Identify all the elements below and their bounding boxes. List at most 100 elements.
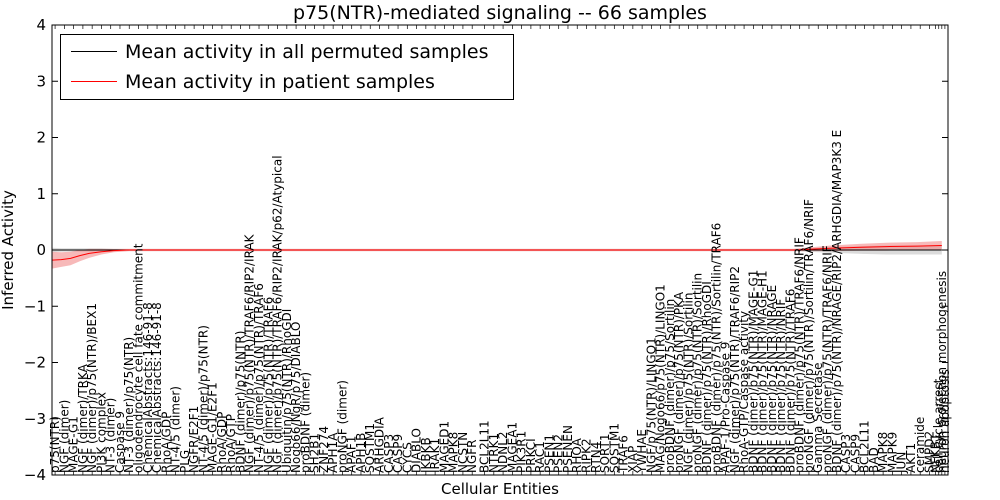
entity-label: CYCS — [400, 442, 414, 473]
entity-label: SQSTM1 — [607, 423, 621, 473]
entity-label: proNGF (dimer)/p75(NTR)/TRAF6/NRIF — [821, 245, 835, 473]
series-lines — [51, 245, 942, 261]
legend-item-permuted: Mean activity in all permuted samples — [61, 39, 513, 65]
y-axis-label: Inferred Activity — [0, 190, 17, 310]
legend-swatch-permuted — [71, 51, 117, 52]
entity-label: ARHGDIA — [373, 416, 387, 473]
entity-label: IRAK1 — [428, 438, 442, 473]
entity-label: PSEN1 — [542, 434, 556, 473]
entity-label: PIK3R1 — [515, 431, 529, 473]
line-patient — [51, 245, 942, 261]
entity-label: NGF/p75(NTR)/LINGO1 — [644, 337, 658, 473]
entity-label: proBDNF (dimer)/p75(NTR)/TRAF6/NRIF — [793, 237, 807, 473]
entity-label: neuron projection morphogenesis — [935, 271, 949, 473]
entity-label: JUN — [895, 452, 909, 474]
entity-label: APH1A — [326, 432, 340, 473]
entity-label: Nogo66/NgR/p75/DIABLO — [289, 322, 303, 473]
entity-label: APAF1 — [345, 436, 359, 473]
entity-label: MAGE-G1 — [67, 416, 81, 473]
entity-label: PLG — [178, 450, 192, 473]
entity-label: BDNF (dimer)/p75(NTR)/TRAF6 — [783, 289, 797, 473]
entity-label: BDNF (dimer)/p75(NTR)/NRAGE/RIP2/ARHGDIA… — [830, 130, 844, 473]
entity-label: PI3K complex — [94, 392, 108, 473]
entity-label: PRKCI — [524, 438, 538, 473]
entity-label: MAGEA1 — [505, 422, 519, 473]
entity-label: MAPK8 — [876, 432, 890, 473]
entity-label: NGF (dimer)/p75(NTR)/TRAF6/RIP2 — [728, 266, 742, 473]
entity-label: RHOA — [570, 437, 584, 473]
entity-label: BDNF (dimer)/p75(NTR)/NRIF — [774, 299, 788, 473]
entity-label: NDNL2 — [496, 431, 510, 473]
y-tick-label: 1 — [36, 185, 46, 203]
entity-label: NGF (dimer)/p75(NTR)/Sortilin — [682, 293, 696, 474]
entity-label: APAF-1/Pro-Caspase 9 — [719, 342, 733, 473]
entity-label: CASP9 — [391, 434, 405, 473]
entity-label: cell cycle arrest — [932, 378, 946, 473]
entity-label: NCSTN — [456, 432, 470, 473]
y-tick-label: 2 — [36, 129, 46, 147]
entity-label: PSEN2 — [552, 434, 566, 473]
entity-label: SMPD2 — [923, 431, 937, 473]
entity-label: NGF (dimer)/TRKA — [76, 363, 90, 473]
entity-label: Gamma Secretase — [811, 362, 825, 473]
entity-label: MAGE-G1/E2F1 — [206, 382, 220, 473]
entity-label: neuron apoptosis — [938, 369, 952, 473]
entity-label: NT-4/5 (dimer) — [169, 386, 183, 473]
entity-label: ChemicalAbstracts:146-91-8 — [141, 302, 155, 473]
entity-label: BAD — [867, 447, 881, 473]
entity-label: AKT1 — [904, 443, 918, 473]
y-tick-label: −4 — [24, 466, 46, 484]
entity-label: SORT1 — [598, 434, 612, 474]
legend: Mean activity in all permuted samples Me… — [60, 34, 514, 100]
entity-label: BDNF (dimer)/p75(NTR)/NRAGE — [765, 285, 779, 473]
y-tick-label: −1 — [24, 297, 46, 315]
entity-label: RTN4 — [589, 442, 603, 473]
entity-label: APH1B — [354, 433, 368, 473]
entity-label: CASP3 — [382, 434, 396, 473]
entity-label: Ubiquitin/p75(NTR)/RhoGDI — [280, 309, 294, 473]
entity-label: proNGF (dimer)/p75(NTR)/Sortilin — [691, 273, 705, 473]
chart-title: p75(NTR)-mediated signaling -- 66 sample… — [293, 2, 707, 24]
y-tick-label: −3 — [24, 410, 46, 428]
entity-label: RAC1 — [533, 441, 547, 473]
entity-label: BCL2L11 — [858, 420, 872, 473]
entity-label: NGF (dimer)/p75(NTR)/TRAF6 — [261, 297, 275, 473]
entity-label: BDNF (dimer)/p75(NTR)/MAGE-G1 — [746, 270, 760, 473]
entity-label: IKBKB — [419, 437, 433, 473]
entity-label: DIABLO — [410, 428, 424, 473]
entity-label: XIAP — [626, 446, 640, 473]
entity-label: BDNF (dimer)/p75(NTR) — [234, 331, 248, 473]
x-axis-label: Cellular Entities — [441, 480, 559, 498]
entity-label: NGFR — [465, 439, 479, 473]
entity-label: BDNF (dimer)/p75(NTR)/MAGE-H1 — [756, 270, 770, 473]
entity-label: proBDNF (dimer)/p75/Sortilin — [663, 299, 677, 473]
entity-label: Caspase 9 — [113, 411, 127, 473]
entity-label: RhoA/GDP — [159, 412, 173, 473]
entity-label: proNGF (dimer)/p75(NTR)/PKA — [672, 291, 686, 473]
entity-label: ChemicalAbstracts:146-91-8 — [150, 302, 164, 473]
y-tick-label: 3 — [36, 72, 46, 90]
y-tick-label: −2 — [24, 354, 46, 372]
entity-label: MAG/Nogo66/p75(NTR)/LINGO1 — [654, 284, 668, 473]
entity-label: NGF (dimer)/p75(NTR)/TRAF6/RIP2/IRAK/p62… — [271, 155, 285, 473]
entity-label: MAGED1 — [437, 421, 451, 473]
entity-label: RhoA/GDP — [215, 412, 229, 473]
entity-label: RIPK2 — [580, 438, 594, 473]
entity-label: NFKB1 — [929, 433, 943, 473]
entity-label: YWHAE — [635, 429, 649, 474]
entity-label: NT-3 (dimer)/p75(NTR) — [122, 337, 136, 473]
entity-label: NT-4/5 (dimer)/p75(NTR) — [196, 325, 210, 473]
axes: −4 −3 −2 −1 0 1 2 3 4 — [24, 16, 948, 484]
entity-label: NGF (dimer) — [57, 400, 71, 473]
entity-label: NTRK1 — [487, 433, 501, 473]
entity-label: RhoA-GTP/Caspase activity — [737, 311, 751, 473]
legend-label-patient: Mean activity in patient samples — [125, 71, 435, 93]
entity-label: SH2B1 — [308, 433, 322, 473]
entity-label: NT-3 (dimer) — [104, 398, 118, 473]
legend-item-patient: Mean activity in patient samples — [61, 69, 513, 95]
entity-label: proNGF (dimer)/p75(NTR)/Sortilin/TRAF6/N… — [802, 199, 816, 473]
entity-label: ceramide — [913, 417, 927, 473]
entity-label: oligodendrocyte cell fate commitment — [132, 243, 146, 473]
